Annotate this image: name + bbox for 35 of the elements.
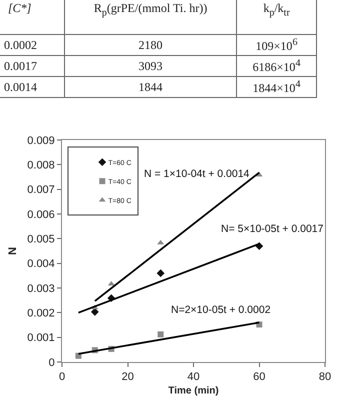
y-tick-label: 0.004 — [27, 258, 55, 270]
y-tick-label: 0.005 — [27, 234, 55, 246]
y-tick-label: 0.002 — [27, 308, 55, 320]
text: 0.0002 — [0, 34, 64, 56]
text: 1844×10$^{4}$ — [236, 76, 316, 98]
text: 3093 — [64, 56, 237, 76]
x-tick-label: 20 — [122, 371, 134, 384]
text: 2180 — [64, 34, 237, 56]
point — [90, 308, 99, 316]
y-axis-title: N — [6, 246, 19, 255]
text: k$_{p}$/k$_{tr}$ — [236, 0, 316, 34]
text: 0.0014 — [0, 76, 64, 98]
y-tick-label: 0.009 — [27, 134, 55, 147]
annotation: N= 5×10-05t + 0.0017 — [221, 223, 324, 235]
point — [158, 331, 164, 338]
x-tick-label: 0 — [58, 371, 66, 384]
text: R$_{p}$(grPE/(mmol Ti. hr)) — [64, 0, 237, 34]
annotation: N=2×10-05t + 0.0002 — [171, 304, 271, 316]
y-tick-label: 0.001 — [27, 332, 55, 344]
text: 0.0017 — [0, 56, 64, 76]
x-tick-label: 80 — [318, 371, 332, 384]
point — [156, 269, 165, 278]
x-tick-label: 40 — [187, 371, 200, 384]
text: 6186×10$^{4}$ — [236, 56, 316, 76]
text: [C*] — [0, 0, 64, 34]
y-tick-label: 0 — [48, 356, 55, 369]
x-tick-label: 60 — [253, 371, 266, 384]
y-tick-label: 0.003 — [27, 282, 55, 295]
y-tick-label: 0.008 — [27, 160, 55, 172]
y-tick-label: 0.006 — [27, 208, 55, 221]
text: 1844 — [64, 76, 237, 98]
x-axis-title: Time (min) — [168, 386, 219, 397]
y-tick-label: 0.007 — [27, 184, 55, 196]
annotation: N = 1×10-04t + 0.0014 — [144, 168, 250, 180]
text: 109×10$^{6}$ — [236, 34, 316, 56]
